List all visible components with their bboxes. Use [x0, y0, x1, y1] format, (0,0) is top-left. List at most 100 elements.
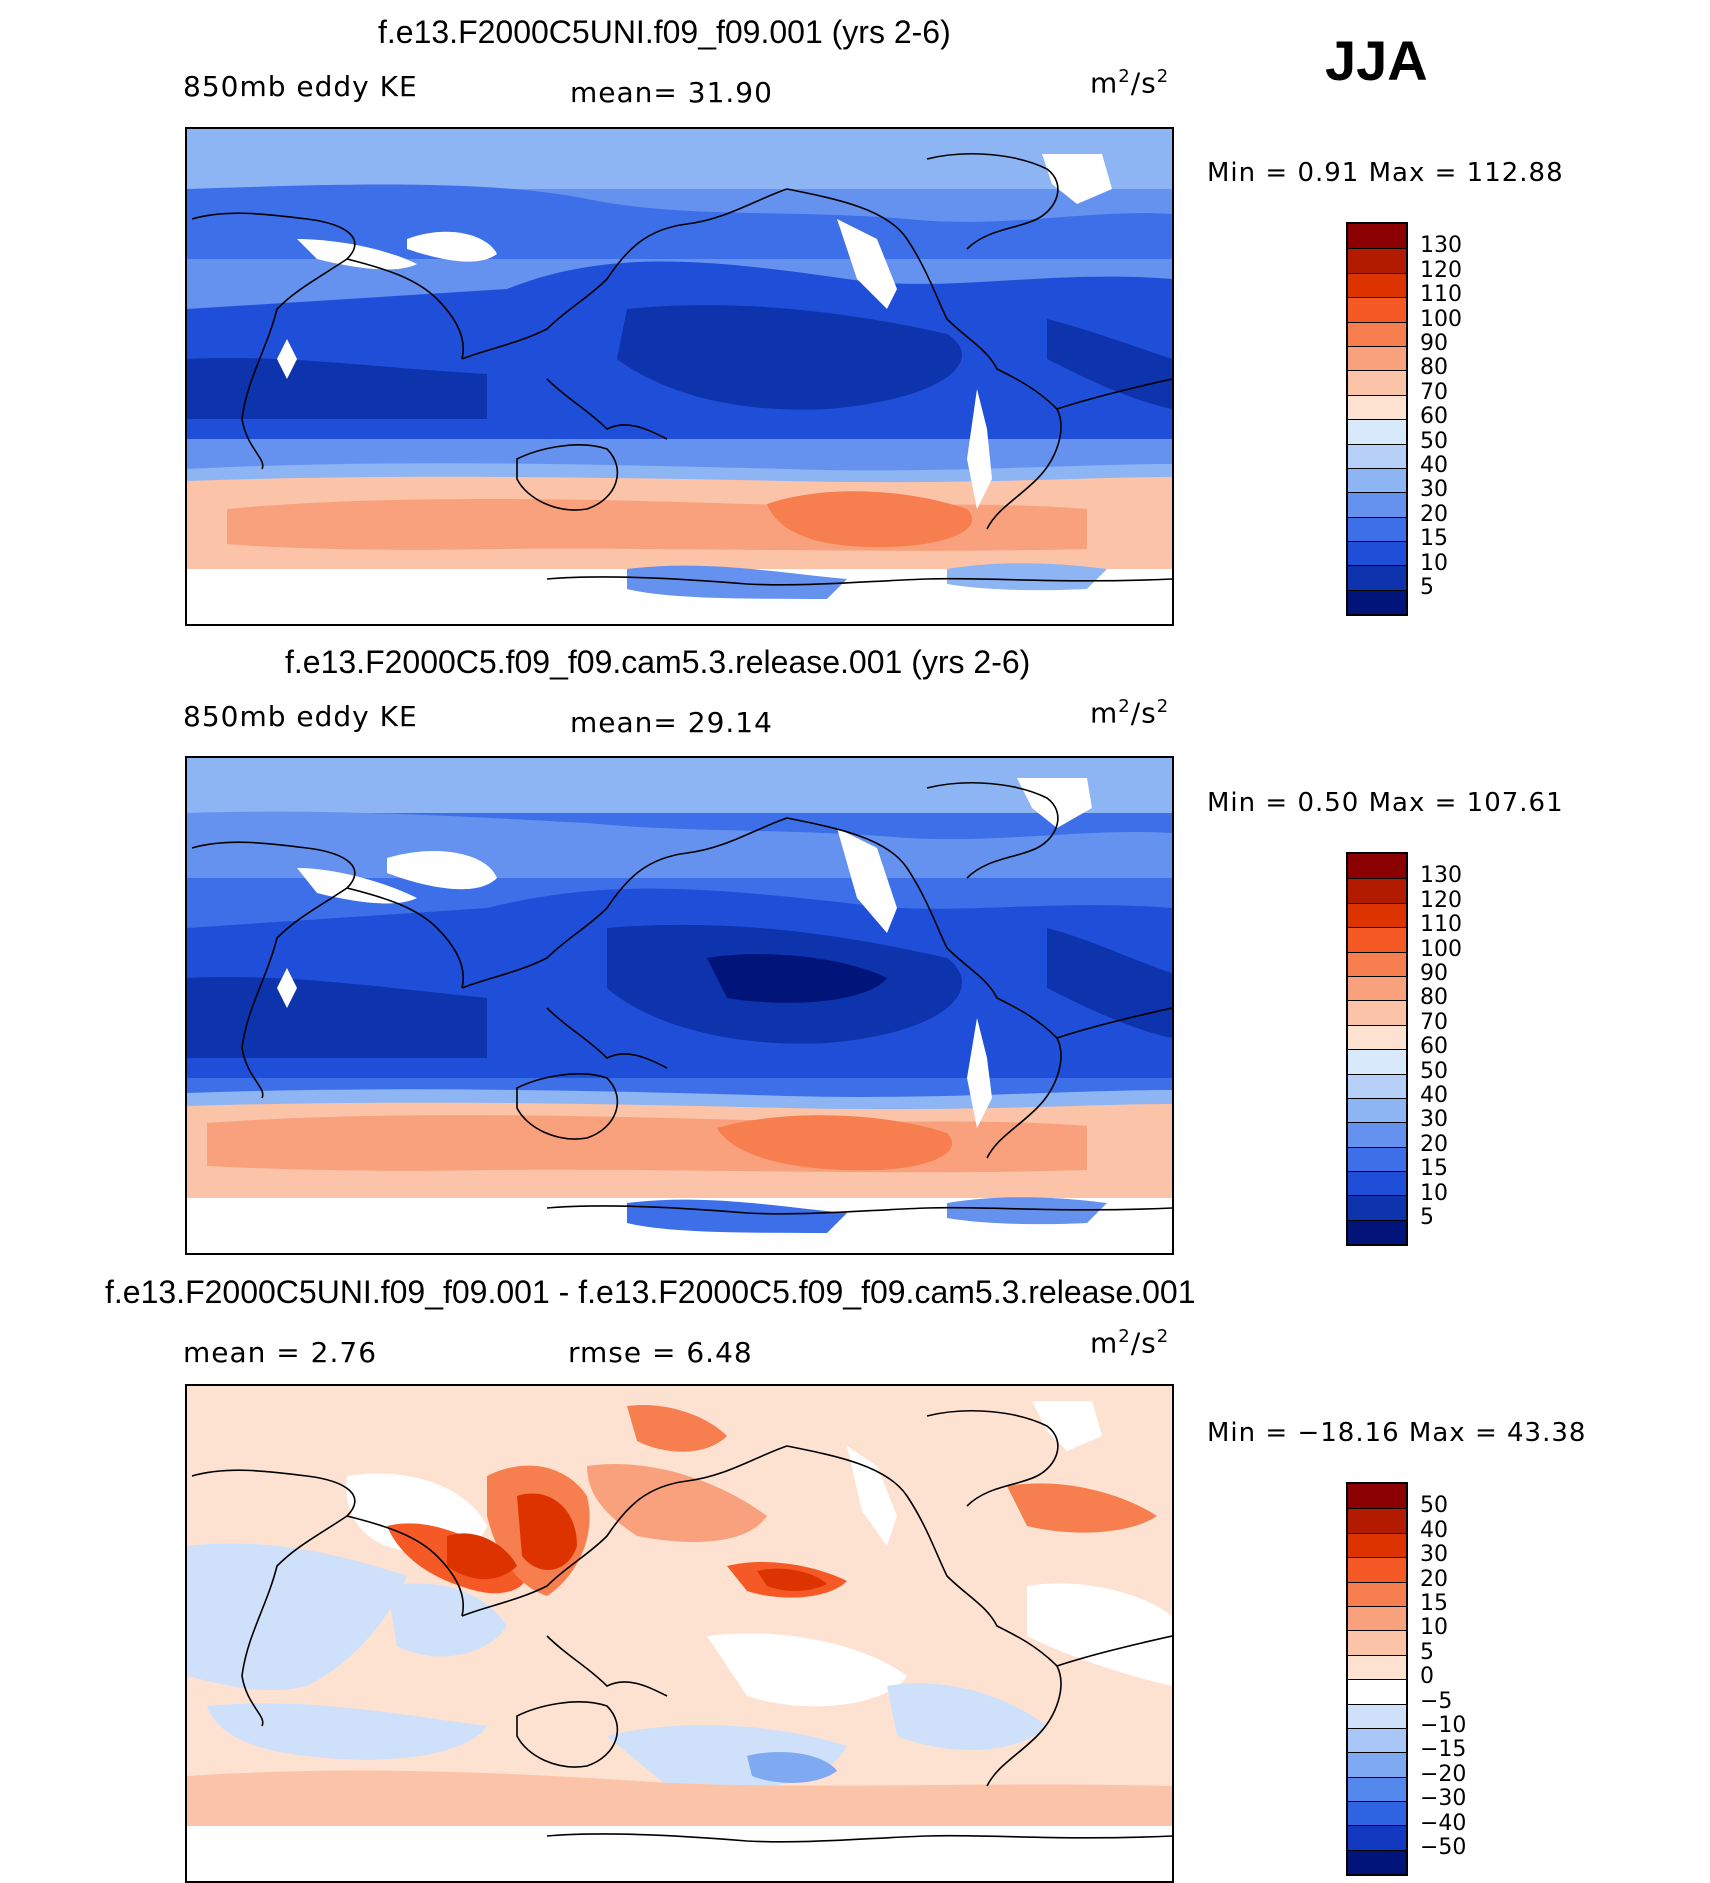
- panel3-map: [185, 1384, 1174, 1883]
- colorbar-tick-label: 60: [1420, 1034, 1448, 1060]
- colorbar-swatch: [1348, 1146, 1406, 1172]
- colorbar-swatch: [1348, 1171, 1406, 1196]
- colorbar-tick-label: 30: [1420, 1107, 1448, 1133]
- colorbar-tick-label: 100: [1420, 306, 1462, 332]
- panel1-minmax: Min = 0.91 Max = 112.88: [1207, 158, 1564, 188]
- colorbar-tick-label: 110: [1420, 282, 1462, 308]
- panel1-mean-label: mean= 31.90: [570, 76, 773, 109]
- colorbar-tick-label: 10: [1420, 1180, 1448, 1206]
- colorbar-swatch: [1348, 248, 1406, 273]
- colorbar-swatch: [1348, 321, 1406, 346]
- colorbar-tick-label: −50: [1420, 1835, 1467, 1860]
- colorbar-swatch: [1348, 589, 1406, 615]
- panel1-map: [185, 127, 1174, 626]
- colorbar-swatch: [1348, 1581, 1406, 1606]
- colorbar-tick-label: 40: [1420, 453, 1448, 478]
- colorbar-swatch: [1348, 370, 1406, 395]
- colorbar-swatch: [1348, 1654, 1406, 1680]
- colorbar-swatch: [1348, 224, 1406, 249]
- colorbar-tick-label: 0: [1420, 1664, 1434, 1690]
- colorbar-tick-label: 110: [1420, 912, 1462, 938]
- colorbar-tick-label: 15: [1420, 1156, 1448, 1182]
- colorbar-swatch: [1348, 467, 1406, 493]
- colorbar-tick-label: 10: [1420, 550, 1448, 576]
- colorbar-swatch: [1348, 1752, 1406, 1777]
- panel3-map-svg: [187, 1386, 1172, 1881]
- colorbar-swatch: [1348, 1219, 1406, 1245]
- colorbar-swatch: [1348, 297, 1406, 322]
- colorbar-tick-label: 5: [1420, 1205, 1434, 1230]
- panel2-colorbar: [1346, 852, 1408, 1247]
- colorbar-swatch: [1348, 975, 1406, 1001]
- panel2-map-svg: [187, 758, 1172, 1253]
- colorbar-swatch: [1348, 565, 1406, 590]
- colorbar-tick-label: −30: [1420, 1786, 1467, 1812]
- colorbar-tick-label: 20: [1420, 501, 1448, 527]
- panel1-variable-label: 850mb eddy KE: [183, 70, 418, 103]
- colorbar-swatch: [1348, 1484, 1406, 1509]
- colorbar-tick-label: 15: [1420, 526, 1448, 552]
- colorbar-swatch: [1348, 1000, 1406, 1025]
- colorbar-tick-label: 70: [1420, 379, 1448, 405]
- colorbar-swatch: [1348, 345, 1406, 371]
- colorbar-swatch: [1348, 1605, 1406, 1631]
- colorbar-tick-label: 30: [1420, 477, 1448, 503]
- colorbar-swatch: [1348, 394, 1406, 420]
- colorbar-swatch: [1348, 419, 1406, 444]
- colorbar-swatch: [1348, 1073, 1406, 1098]
- colorbar-tick-label: 90: [1420, 961, 1448, 986]
- colorbar-swatch: [1348, 854, 1406, 879]
- panel1-map-svg: [187, 129, 1172, 624]
- colorbar-swatch: [1348, 1630, 1406, 1655]
- colorbar-swatch: [1348, 1097, 1406, 1123]
- colorbar-swatch: [1348, 1049, 1406, 1074]
- colorbar-tick-label: −10: [1420, 1713, 1467, 1738]
- colorbar-swatch: [1348, 516, 1406, 542]
- colorbar-tick-label: 130: [1420, 863, 1462, 889]
- colorbar-tick-label: 120: [1420, 887, 1462, 913]
- colorbar-swatch: [1348, 492, 1406, 517]
- colorbar-tick-label: 10: [1420, 1615, 1448, 1641]
- colorbar-swatch: [1348, 1703, 1406, 1728]
- colorbar-swatch: [1348, 1849, 1406, 1875]
- season-label: JJA: [1325, 29, 1428, 92]
- colorbar-tick-label: 40: [1420, 1517, 1448, 1543]
- colorbar-swatch: [1348, 902, 1406, 928]
- colorbar-tick-label: 100: [1420, 936, 1462, 962]
- colorbar-swatch: [1348, 541, 1406, 566]
- panel3-colorbar: [1346, 1482, 1408, 1877]
- colorbar-tick-label: 30: [1420, 1542, 1448, 1568]
- panel3-rmse-label: rmse = 6.48: [568, 1336, 753, 1369]
- colorbar-swatch: [1348, 951, 1406, 976]
- panel1-title: f.e13.F2000C5UNI.f09_f09.001 (yrs 2-6): [378, 14, 951, 50]
- colorbar-swatch: [1348, 443, 1406, 468]
- colorbar-swatch: [1348, 1679, 1406, 1704]
- colorbar-swatch: [1348, 1776, 1406, 1802]
- colorbar-tick-label: 50: [1420, 1493, 1448, 1519]
- panel3-minmax: Min = −18.16 Max = 43.38: [1207, 1418, 1587, 1448]
- colorbar-swatch: [1348, 272, 1406, 298]
- panel2-map: [185, 756, 1174, 1255]
- colorbar-swatch: [1348, 1508, 1406, 1533]
- colorbar-swatch: [1348, 927, 1406, 952]
- colorbar-swatch: [1348, 1122, 1406, 1147]
- colorbar-tick-label: 50: [1420, 428, 1448, 454]
- panel3-mean-label: mean = 2.76: [183, 1336, 378, 1369]
- colorbar-tick-label: −20: [1420, 1761, 1467, 1787]
- colorbar-tick-label: 15: [1420, 1591, 1448, 1616]
- colorbar-swatch: [1348, 1557, 1406, 1582]
- colorbar-tick-label: 20: [1420, 1131, 1448, 1157]
- colorbar-tick-label: 5: [1420, 1639, 1434, 1665]
- colorbar-swatch: [1348, 1801, 1406, 1826]
- colorbar-tick-label: 90: [1420, 331, 1448, 356]
- colorbar-tick-label: −15: [1420, 1737, 1467, 1763]
- colorbar-tick-label: 5: [1420, 575, 1434, 600]
- colorbar-tick-label: 20: [1420, 1566, 1448, 1592]
- colorbar-tick-label: 80: [1420, 355, 1448, 381]
- colorbar-swatch: [1348, 1825, 1406, 1850]
- panel3-title: f.e13.F2000C5UNI.f09_f09.001 - f.e13.F20…: [105, 1274, 1196, 1310]
- colorbar-tick-label: −5: [1420, 1688, 1453, 1714]
- colorbar-swatch: [1348, 1024, 1406, 1050]
- colorbar-swatch: [1348, 878, 1406, 903]
- panel1-units: m2/s2: [1090, 66, 1170, 100]
